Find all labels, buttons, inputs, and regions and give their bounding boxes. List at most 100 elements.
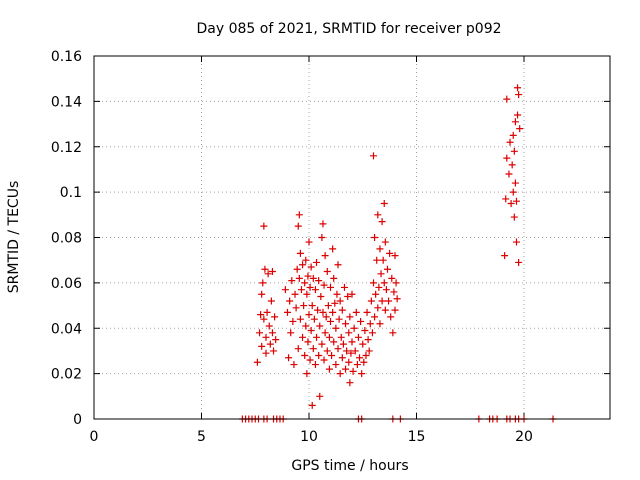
data-point [281,286,289,294]
data-point [325,333,333,341]
data-point [296,249,304,257]
data-point [361,327,369,335]
data-point [392,279,400,287]
data-point [514,111,522,119]
data-point [505,170,513,178]
data-point [257,311,265,319]
data-point [320,281,328,289]
data-point [377,270,385,278]
data-point [348,290,356,298]
data-point [374,211,382,219]
data-point [329,308,337,316]
x-tick-label: 15 [408,429,426,445]
data-point [294,345,302,353]
data-point [302,256,310,264]
data-point [258,342,266,350]
data-point [511,179,519,187]
data-point [390,288,398,296]
data-point [391,252,399,260]
data-point [379,256,387,264]
data-point [299,333,307,341]
chart-title: Day 085 of 2021, SRMTID for receiver p09… [196,21,501,37]
data-point [260,222,268,230]
data-point [342,365,350,373]
data-point [338,306,346,314]
data-point [256,329,264,337]
data-point [323,268,331,276]
data-point [503,154,511,162]
data-point [333,290,341,298]
data-point [368,329,376,337]
data-point [300,302,308,310]
data-point [512,238,520,246]
data-point [325,365,333,373]
data-point [260,315,268,323]
grid-lines [94,56,610,419]
data-point [515,91,523,99]
data-point [299,261,307,269]
data-point [516,125,524,133]
data-point [353,361,361,369]
data-point [271,313,279,321]
data-point [385,297,393,305]
data-point [363,308,371,316]
data-point [307,263,315,271]
data-point [365,347,373,355]
data-point [507,199,515,207]
data-point [322,313,330,321]
data-point [314,306,322,314]
data-point [310,315,318,323]
data-point [373,256,381,264]
data-point [380,279,388,287]
data-point [287,329,295,337]
data-point [268,268,276,276]
data-point [382,286,390,294]
y-tick-label: 0.06 [51,276,82,292]
data-point [253,358,261,366]
data-point [371,234,379,241]
data-point [285,354,293,362]
data-point [330,274,338,282]
data-point [315,277,323,285]
data-point [306,356,314,364]
x-tick-label: 0 [90,429,99,445]
data-point [509,131,517,139]
data-point [259,279,267,287]
data-point [511,118,519,126]
data-point [388,274,396,282]
data-point [370,279,377,287]
x-tick-labels: 0 5 10 15 20 [90,429,533,445]
data-point [366,320,374,328]
data-point [371,313,379,321]
data-point [502,195,510,203]
data-point [344,292,352,300]
data-point [315,351,323,359]
data-point [284,308,291,316]
y-tick-label: 0.08 [51,231,82,247]
y-tick-label: 0.02 [51,367,82,383]
data-point [321,329,329,337]
plot-frame [93,55,611,420]
y-axis-label: SRMTID / TECUs [6,181,22,294]
data-point [357,317,365,325]
data-point [267,297,275,305]
data-point [327,283,334,291]
data-point [294,222,302,230]
data-point [332,324,340,332]
data-point [508,161,516,169]
data-point [336,370,344,378]
data-point [311,361,319,369]
data-point [348,338,356,346]
data-point [360,358,368,366]
data-point [346,313,354,321]
data-point [339,340,347,348]
data-point [376,320,384,328]
data-point [295,211,303,219]
data-point [387,313,395,321]
data-point [320,356,328,364]
data-point [380,199,388,207]
x-tick-label: 20 [515,429,533,445]
data-point [351,347,359,355]
data-point [350,324,358,332]
data-point [301,279,309,287]
